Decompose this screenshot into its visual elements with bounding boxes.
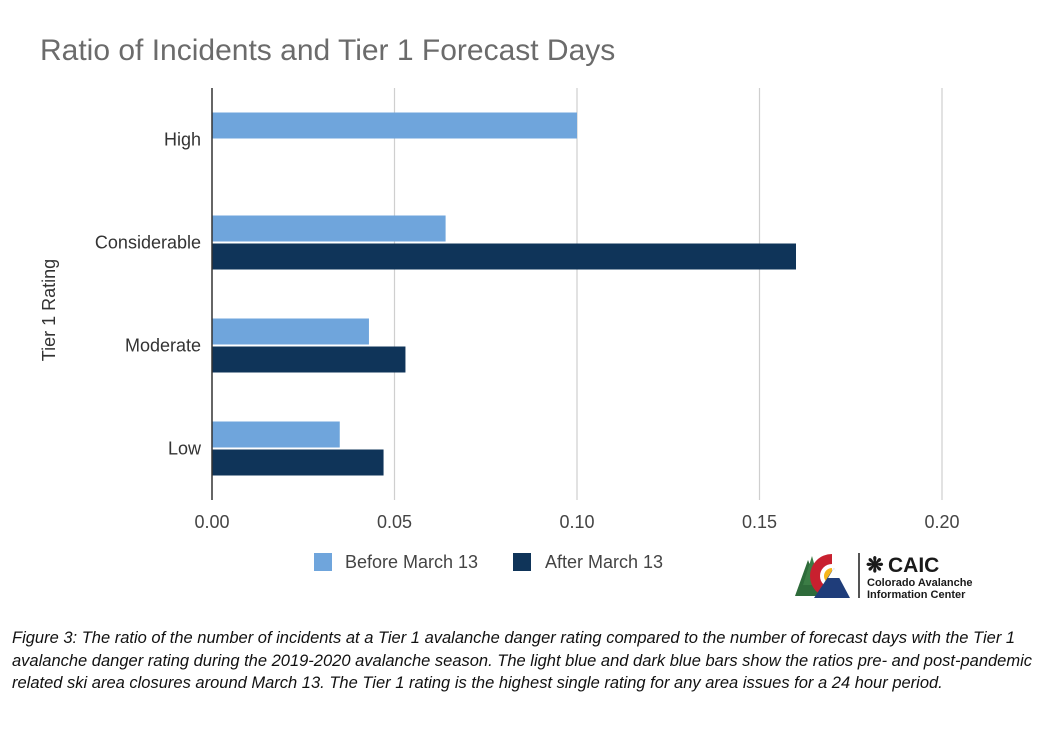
gridlines xyxy=(393,88,943,500)
bar-before-moderate xyxy=(212,318,369,345)
category-label: Moderate xyxy=(125,336,201,356)
category-label: Low xyxy=(168,439,202,459)
caic-logo: ❋ CAIC Colorado Avalanche Information Ce… xyxy=(795,552,973,601)
bar-after-moderate xyxy=(212,346,406,373)
legend-swatch-after xyxy=(513,553,531,571)
legend: Before March 13 After March 13 xyxy=(314,552,663,572)
bar-before-low xyxy=(212,421,340,448)
x-tick-label: 0.20 xyxy=(924,512,959,532)
category-label: High xyxy=(164,130,201,150)
logo-line1: Colorado Avalanche xyxy=(867,577,973,589)
logo-snowflake-icon: ❋ xyxy=(866,554,884,577)
chart: Ratio of Incidents and Tier 1 Forecast D… xyxy=(39,34,973,601)
colorado-flag-emblem-icon xyxy=(795,552,856,600)
x-tick-label: 0.10 xyxy=(559,512,594,532)
legend-swatch-before xyxy=(314,553,332,571)
y-axis-label: Tier 1 Rating xyxy=(39,259,59,361)
chart-title: Ratio of Incidents and Tier 1 Forecast D… xyxy=(40,34,615,67)
x-tick-label: 0.15 xyxy=(742,512,777,532)
logo-name: CAIC xyxy=(888,554,939,577)
bars xyxy=(212,112,796,476)
bar-after-considerable xyxy=(212,243,796,270)
legend-label-before: Before March 13 xyxy=(345,552,478,572)
bar-before-considerable xyxy=(212,215,446,242)
x-tick-label: 0.00 xyxy=(194,512,229,532)
bar-before-high xyxy=(212,112,577,139)
logo-line2: Information Center xyxy=(867,589,966,601)
x-tick-labels: 0.00 0.05 0.10 0.15 0.20 xyxy=(194,512,959,532)
category-labels: High Considerable Moderate Low xyxy=(95,130,202,459)
legend-label-after: After March 13 xyxy=(545,552,663,572)
x-tick-label: 0.05 xyxy=(377,512,412,532)
category-label: Considerable xyxy=(95,233,201,253)
bar-after-low xyxy=(212,449,384,476)
figure-caption: Figure 3: The ratio of the number of inc… xyxy=(12,629,1033,692)
